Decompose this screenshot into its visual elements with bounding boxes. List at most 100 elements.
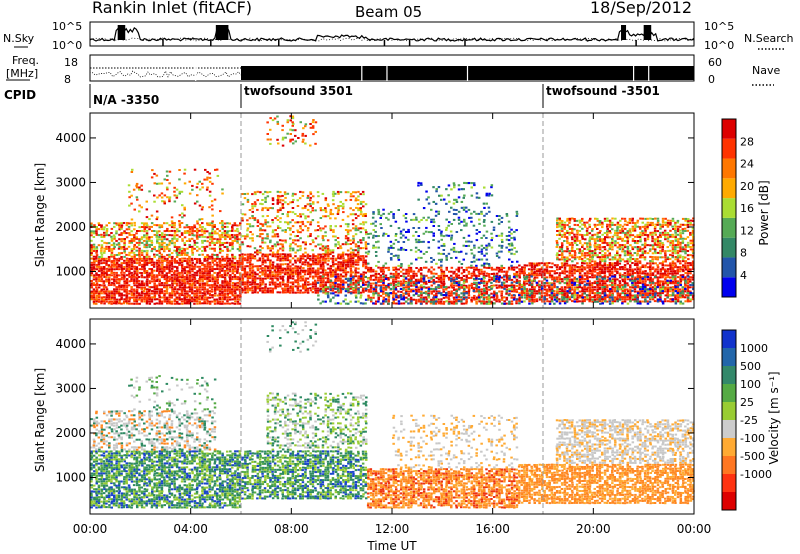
power-cell — [452, 249, 456, 251]
power-cell — [299, 215, 302, 218]
power-cell — [234, 267, 237, 270]
power-cell — [422, 216, 425, 219]
power-cell — [156, 238, 159, 241]
power-cell — [241, 217, 244, 220]
power-cell — [150, 241, 154, 244]
power-cell — [170, 302, 174, 305]
power-cell — [299, 255, 302, 258]
power-cell — [507, 239, 511, 242]
power-cell — [367, 236, 370, 239]
power-cell — [239, 233, 242, 236]
power-cell — [163, 294, 166, 297]
power-cell — [485, 284, 488, 287]
power-cell — [100, 272, 104, 274]
power-cell — [412, 213, 416, 216]
power-cell — [430, 298, 433, 301]
power-cell — [206, 280, 209, 283]
power-cell — [171, 222, 174, 225]
power-cell — [122, 267, 126, 270]
power-cell — [234, 300, 237, 303]
power-cell — [160, 196, 164, 199]
power-cell — [480, 290, 483, 293]
power-cell — [306, 257, 309, 260]
power-cell — [122, 232, 126, 235]
power-cell — [249, 245, 252, 248]
power-cell — [387, 277, 390, 279]
power-cell — [166, 247, 169, 250]
power-cell — [140, 298, 144, 301]
power-cell — [105, 280, 108, 283]
power-cell — [100, 262, 103, 265]
power-cell — [120, 246, 124, 249]
power-cell — [375, 300, 378, 303]
power-cell — [460, 279, 463, 281]
power-cell — [483, 214, 486, 217]
noise-burst — [117, 25, 126, 40]
power-cell — [264, 255, 267, 258]
power-cell — [113, 263, 116, 266]
power-cell — [112, 271, 116, 274]
power-cell — [108, 259, 111, 262]
power-cell — [306, 255, 310, 258]
power-cell — [359, 222, 362, 225]
power-cell — [443, 244, 446, 247]
power-cell — [173, 278, 176, 281]
power-cell — [110, 270, 113, 272]
power-cell — [261, 223, 264, 226]
power-cell — [306, 208, 310, 211]
power-cell — [287, 223, 290, 226]
power-cell — [317, 225, 320, 227]
power-cell — [130, 255, 134, 258]
power-cell — [312, 283, 315, 286]
power-cell — [606, 270, 609, 273]
power-cell — [424, 280, 428, 283]
power-cell — [188, 302, 191, 305]
power-cell — [600, 272, 604, 274]
power-cell — [218, 294, 222, 297]
power-cell — [317, 275, 320, 278]
power-cell — [324, 209, 327, 212]
power-cell — [410, 274, 413, 277]
power-cell — [339, 291, 343, 294]
power-cell — [158, 244, 161, 246]
power-cell — [239, 276, 242, 279]
power-cell — [510, 278, 514, 281]
power-cell — [151, 275, 154, 278]
power-cell — [566, 276, 569, 279]
power-cell — [430, 292, 433, 295]
power-cell — [434, 214, 438, 217]
power-cell — [372, 282, 375, 285]
power-cell — [225, 269, 229, 272]
power-cell — [467, 292, 470, 295]
power-cell — [251, 265, 255, 268]
power-cell — [346, 249, 350, 252]
power-cell — [576, 298, 579, 301]
power-cell — [606, 290, 610, 292]
power-cell — [261, 281, 265, 284]
power-cell — [133, 280, 136, 282]
power-cell — [246, 235, 249, 238]
power-cell — [231, 278, 234, 281]
power-cell — [533, 300, 536, 303]
power-cell — [203, 302, 206, 305]
power-cell — [178, 190, 182, 193]
power-cell — [246, 285, 249, 288]
power-cell — [588, 290, 592, 293]
power-cell — [462, 188, 465, 191]
power-cell — [568, 274, 571, 277]
power-cell — [573, 268, 576, 271]
power-cell — [223, 298, 226, 301]
power-cell — [155, 236, 158, 238]
power-cell — [511, 244, 514, 247]
power-cell — [165, 186, 169, 189]
power-cell — [173, 229, 176, 232]
power-cell — [548, 290, 551, 293]
power-cell — [264, 198, 267, 201]
power-cell — [329, 217, 332, 220]
power-cell — [570, 278, 574, 281]
power-cell — [455, 273, 458, 275]
power-cell — [221, 258, 224, 261]
power-cell — [211, 265, 214, 268]
power-cell — [473, 298, 476, 301]
power-cell — [102, 296, 106, 299]
